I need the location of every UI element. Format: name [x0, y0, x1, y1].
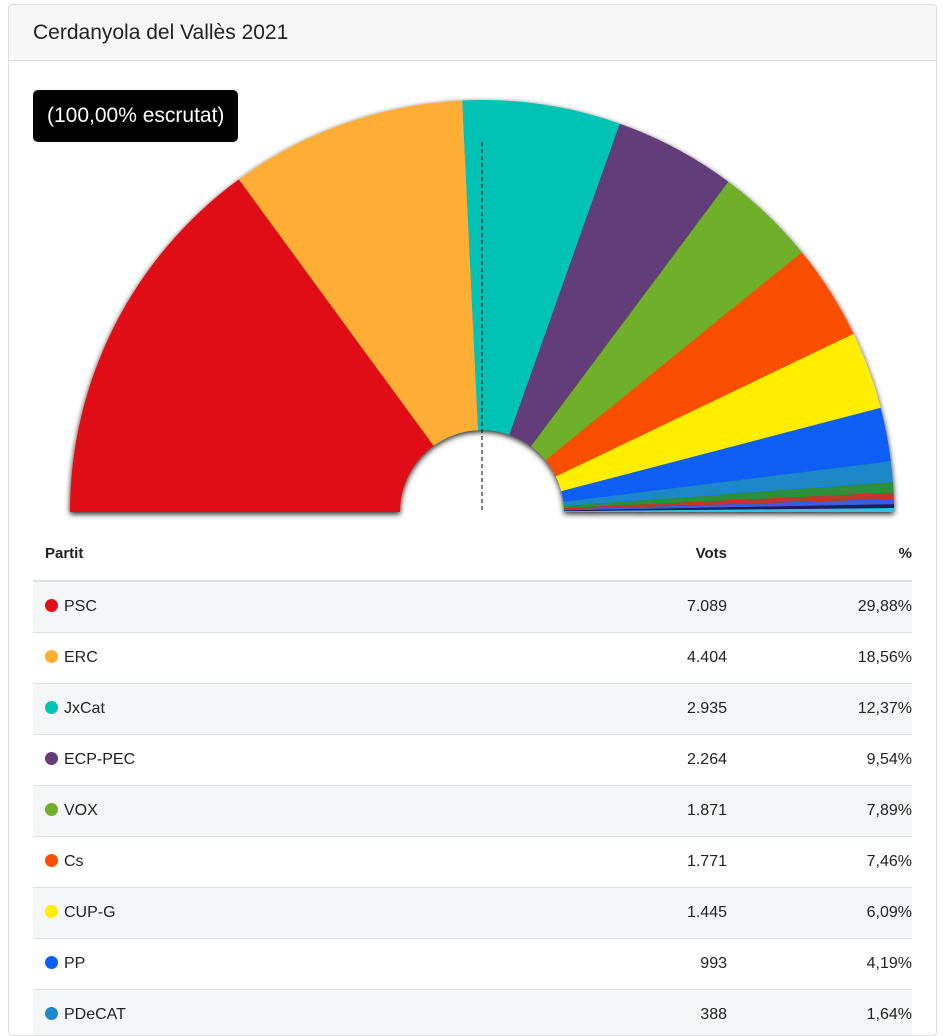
party-cell: Cs	[33, 837, 606, 888]
party-name: VOX	[64, 802, 98, 819]
party-cell: PP	[33, 939, 606, 990]
percent-cell: 9,54%	[728, 735, 912, 786]
votes-cell: 7.089	[606, 581, 728, 633]
party-color-dot	[45, 599, 58, 612]
percent-cell: 7,46%	[728, 837, 912, 888]
votes-cell: 1.445	[606, 888, 728, 939]
party-name: ECP-PEC	[64, 751, 135, 768]
party-color-dot	[45, 956, 58, 969]
percent-cell: 7,89%	[728, 786, 912, 837]
percent-cell: 1,64%	[728, 990, 912, 1036]
party-color-dot	[45, 905, 58, 918]
party-color-dot	[45, 803, 58, 816]
party-color-dot	[45, 650, 58, 663]
party-cell: ECP-PEC	[33, 735, 606, 786]
votes-cell: 2.935	[606, 684, 728, 735]
party-color-dot	[45, 701, 58, 714]
percent-cell: 4,19%	[728, 939, 912, 990]
results-card: Cerdanyola del Vallès 2021 (100,00% escr…	[8, 4, 937, 1036]
party-name: Cs	[64, 853, 84, 870]
party-cell: CUP-G	[33, 888, 606, 939]
party-color-dot	[45, 1007, 58, 1020]
votes-cell: 388	[606, 990, 728, 1036]
percent-cell: 12,37%	[728, 684, 912, 735]
table-header-row: Partit Vots %	[33, 526, 912, 581]
percent-cell: 6,09%	[728, 888, 912, 939]
party-column-header: Partit	[33, 526, 606, 581]
votes-column-header: Vots	[606, 526, 728, 581]
party-name: PP	[64, 955, 85, 972]
party-cell: PSC	[33, 581, 606, 633]
party-name: PSC	[64, 598, 97, 615]
votes-cell: 4.404	[606, 633, 728, 684]
party-cell: VOX	[33, 786, 606, 837]
party-color-dot	[45, 752, 58, 765]
count-status-badge: (100,00% escrutat)	[33, 90, 238, 142]
votes-cell: 993	[606, 939, 728, 990]
percent-column-header: %	[728, 526, 912, 581]
party-name: PDeCAT	[64, 1006, 126, 1023]
party-name: JxCat	[64, 700, 105, 717]
party-name: ERC	[64, 649, 98, 666]
hemicycle-chart: (100,00% escrutat)	[9, 62, 936, 527]
party-cell: PDeCAT	[33, 990, 606, 1036]
votes-cell: 1.771	[606, 837, 728, 888]
votes-cell: 1.871	[606, 786, 728, 837]
votes-cell: 2.264	[606, 735, 728, 786]
percent-cell: 29,88%	[728, 581, 912, 633]
percent-cell: 18,56%	[728, 633, 912, 684]
card-title: Cerdanyola del Vallès 2021	[9, 5, 936, 61]
party-color-dot	[45, 854, 58, 867]
party-cell: JxCat	[33, 684, 606, 735]
party-cell: ERC	[33, 633, 606, 684]
party-name: CUP-G	[64, 904, 116, 921]
